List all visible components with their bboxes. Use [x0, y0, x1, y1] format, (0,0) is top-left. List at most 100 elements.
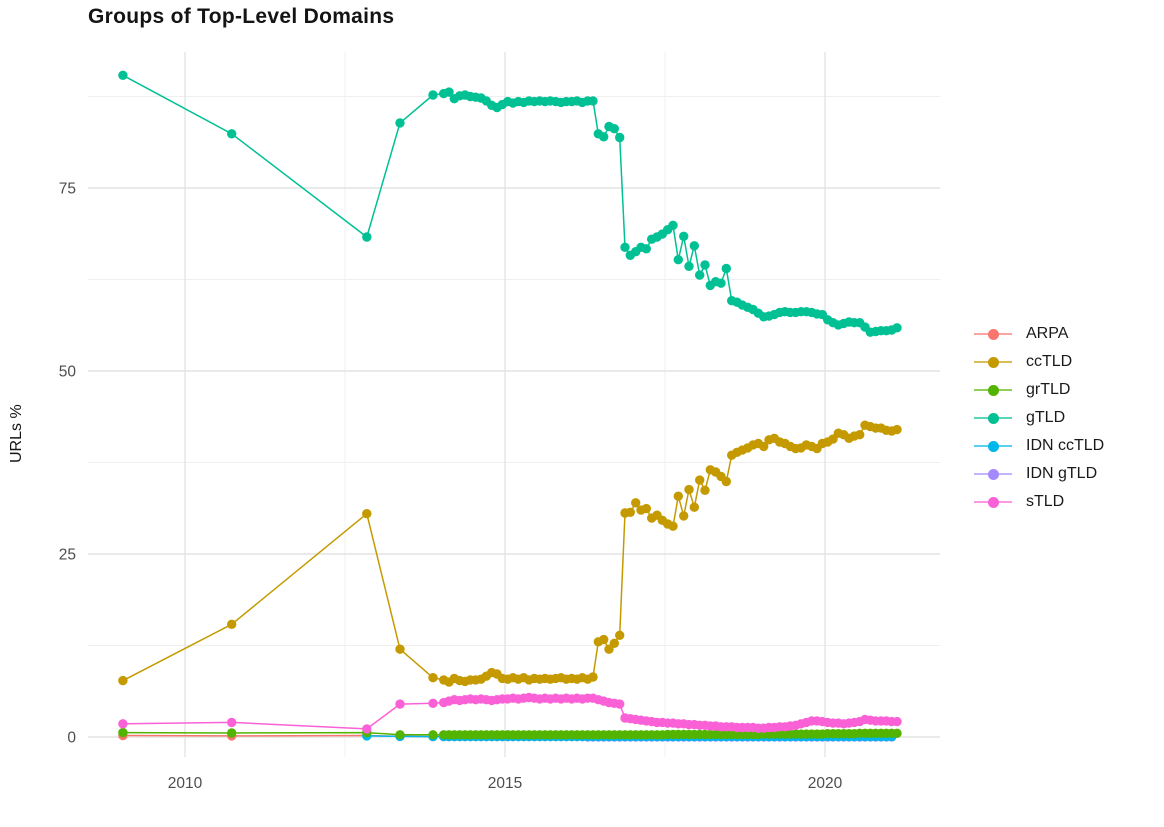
data-point: [227, 728, 237, 738]
y-tick-label: 25: [59, 547, 76, 564]
data-point: [428, 673, 438, 683]
y-tick-label: 50: [59, 364, 77, 381]
data-point: [700, 485, 710, 495]
data-point: [227, 619, 237, 629]
data-point: [689, 241, 699, 251]
series-stld: [118, 692, 902, 734]
legend: ARPA ccTLD grTLD gTLD IDN ccTLD IDN gTLD sTLD: [974, 324, 1104, 512]
data-point: [668, 521, 678, 531]
data-point: [625, 507, 635, 517]
data-point: [227, 129, 237, 139]
legend-dot-icon: [988, 357, 999, 368]
series-cctld: [118, 420, 902, 687]
legend-key-icon: [974, 352, 1012, 372]
data-point: [615, 132, 625, 143]
legend-label: grTLD: [1026, 381, 1071, 398]
data-point: [444, 87, 454, 97]
data-point: [118, 70, 128, 81]
legend-dot-icon: [988, 413, 999, 424]
data-point: [684, 261, 694, 271]
y-tick-label: 75: [59, 181, 76, 198]
data-point: [118, 727, 128, 738]
data-point: [721, 263, 731, 274]
data-point: [362, 232, 372, 242]
data-point: [428, 90, 438, 100]
legend-item-cctld: ccTLD: [974, 352, 1104, 372]
data-point: [695, 270, 705, 280]
data-point: [892, 424, 902, 435]
legend-key-icon: [974, 380, 1012, 400]
data-point: [615, 699, 625, 709]
legend-dot-icon: [988, 329, 999, 340]
data-point: [641, 503, 651, 514]
legend-label: ARPA: [1026, 325, 1069, 342]
data-point: [759, 441, 769, 452]
legend-item-idn-cctld: IDN ccTLD: [974, 436, 1104, 456]
data-point: [615, 630, 625, 640]
data-point: [631, 498, 641, 508]
data-point: [599, 132, 609, 142]
chart-title: Groups of Top-Level Domains: [88, 5, 395, 28]
legend-label: sTLD: [1026, 493, 1065, 510]
data-point: [395, 699, 405, 709]
data-point: [673, 491, 683, 501]
data-point: [599, 634, 609, 645]
legend-label: IDN ccTLD: [1026, 437, 1105, 454]
legend-key-icon: [974, 464, 1012, 484]
data-point: [395, 644, 405, 654]
data-point: [892, 716, 902, 727]
legend-item-arpa: ARPA: [974, 324, 1104, 344]
series-line: [122, 74, 898, 333]
data-point: [588, 96, 598, 106]
data-point: [641, 244, 651, 254]
legend-dot-icon: [988, 497, 999, 508]
legend-label: gTLD: [1026, 409, 1066, 426]
series-gtld: [118, 70, 902, 337]
data-point: [362, 509, 372, 519]
data-point: [721, 476, 731, 487]
data-point: [428, 698, 438, 708]
data-point: [588, 672, 598, 682]
data-point: [668, 220, 678, 230]
x-tick-label: 2010: [168, 775, 203, 792]
legend-dot-icon: [988, 469, 999, 480]
data-point: [395, 730, 405, 740]
data-point: [695, 475, 705, 485]
legend-key-icon: [974, 492, 1012, 512]
data-point: [684, 484, 694, 495]
data-point: [716, 278, 726, 288]
legend-item-gtld: gTLD: [974, 408, 1104, 428]
legend-dot-icon: [988, 441, 999, 452]
legend-label: ccTLD: [1026, 353, 1073, 370]
legend-key-icon: [974, 408, 1012, 428]
data-point: [679, 231, 689, 241]
data-point: [118, 675, 128, 686]
legend-item-grtld: grTLD: [974, 380, 1104, 400]
data-point: [892, 323, 902, 333]
legend-item-stld: sTLD: [974, 492, 1104, 512]
legend-key-icon: [974, 436, 1012, 456]
y-tick-label: 0: [67, 730, 76, 747]
data-point: [609, 638, 619, 648]
data-point: [673, 255, 683, 265]
legend-dot-icon: [988, 385, 999, 396]
legend-label: IDN gTLD: [1026, 465, 1098, 482]
data-point: [428, 730, 438, 740]
data-point: [892, 728, 902, 738]
data-point: [362, 724, 372, 734]
data-point: [700, 260, 710, 270]
data-point: [609, 124, 619, 134]
data-point: [620, 242, 630, 252]
legend-item-idn-gtld: IDN gTLD: [974, 464, 1104, 484]
series-grtld: [118, 727, 902, 740]
data-point: [227, 717, 237, 728]
data-point: [689, 502, 699, 512]
x-tick-label: 2015: [488, 775, 522, 792]
data-point: [679, 511, 689, 521]
data-point: [855, 430, 865, 440]
data-point: [395, 118, 405, 128]
data-point: [118, 719, 128, 729]
x-tick-label: 2020: [808, 775, 843, 792]
